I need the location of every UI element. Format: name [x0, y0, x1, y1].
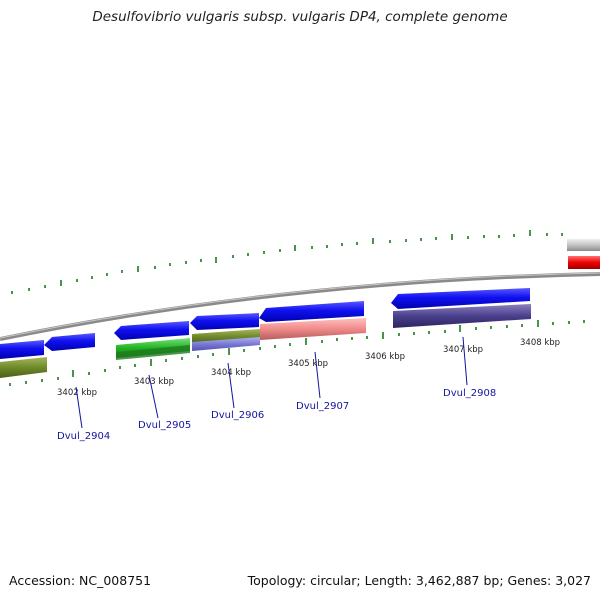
feature-track	[0, 304, 531, 378]
gene-label[interactable]: Dvul_2908	[443, 388, 496, 399]
map-title: Desulfovibrio vulgaris subsp. vulgaris D…	[92, 9, 508, 25]
genome-summary-text: Topology: circular; Length: 3,462,887 bp…	[247, 573, 591, 588]
kbp-label: 3404 kbp	[211, 368, 251, 378]
kbp-label: 3408 kbp	[520, 338, 560, 348]
cds-arrow[interactable]	[114, 321, 189, 340]
label-leaders	[75, 336, 468, 429]
cds-track	[0, 288, 530, 359]
feature-lavender[interactable]	[192, 337, 260, 351]
kbp-label: 3405 kbp	[288, 359, 328, 369]
feature-purple[interactable]	[393, 304, 531, 328]
kbp-label: 3403 kbp	[134, 377, 174, 387]
gene-grey-top-right[interactable]	[567, 239, 600, 251]
genome-backbone	[0, 272, 600, 341]
cds-arrow[interactable]	[259, 301, 364, 322]
cds-arrow[interactable]	[0, 340, 44, 359]
kbp-label: 3407 kbp	[443, 345, 483, 355]
feature-olive[interactable]	[192, 329, 260, 344]
gene-label[interactable]: Dvul_2906	[211, 410, 264, 421]
feature-olive[interactable]	[0, 357, 47, 378]
gene-label[interactable]: Dvul_2904	[57, 431, 110, 442]
cds-arrow[interactable]	[190, 313, 259, 330]
gene-red-top-right[interactable]	[568, 256, 600, 269]
feature-pink[interactable]	[260, 318, 366, 340]
kbp-label: 3406 kbp	[365, 352, 405, 362]
gene-label[interactable]: Dvul_2905	[138, 420, 191, 431]
cds-arrow[interactable]	[44, 333, 95, 351]
gene-label[interactable]: Dvul_2907	[296, 401, 349, 412]
inner-tick-row	[9, 320, 585, 386]
cds-arrow[interactable]	[391, 288, 530, 309]
accession-text: Accession: NC_008751	[9, 573, 152, 588]
outer-tick-row	[11, 230, 563, 294]
gene-labels: Dvul_2904 Dvul_2905 Dvul_2906 Dvul_2907 …	[57, 388, 496, 442]
